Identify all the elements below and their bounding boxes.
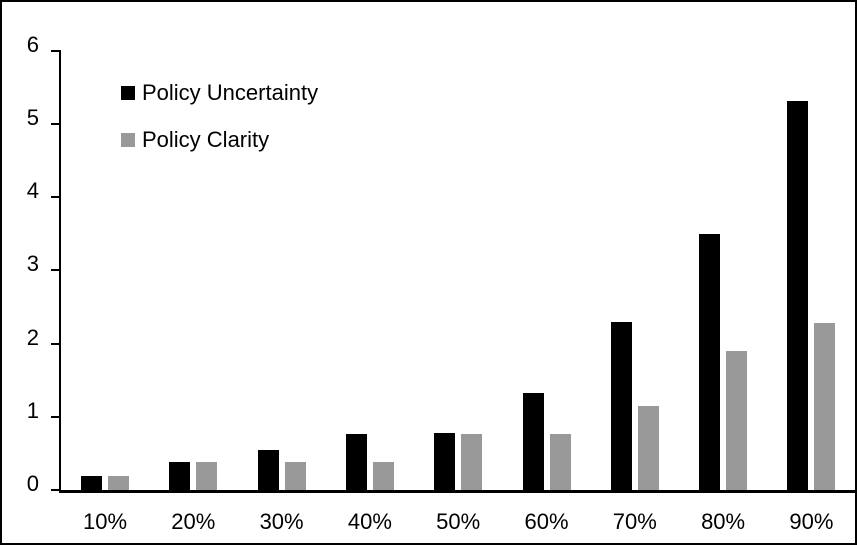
bar-policy-clarity-60% — [549, 434, 571, 490]
x-tick-label-80%: 80% — [701, 509, 746, 534]
bar-policy-uncertainty-80% — [699, 233, 721, 490]
y-tick-label-1: 1 — [26, 397, 39, 423]
bar-policy-uncertainty-50% — [434, 432, 456, 490]
bar-policy-uncertainty-30% — [257, 449, 279, 490]
y-tick-mark-2 — [51, 342, 60, 345]
x-tick-label-90%: 90% — [789, 509, 834, 534]
y-tick-label-3: 3 — [26, 251, 39, 277]
legend-label-policy-clarity: Policy Clarity — [142, 127, 270, 152]
y-tick-label-6: 6 — [26, 31, 39, 57]
bar-policy-clarity-30% — [284, 462, 306, 490]
bar-policy-uncertainty-40% — [345, 434, 367, 490]
bar-policy-uncertainty-20% — [169, 462, 191, 490]
x-tick-label-40%: 40% — [347, 509, 392, 534]
x-tick-label-20%: 20% — [171, 509, 216, 534]
bar-policy-clarity-20% — [196, 462, 218, 490]
legend-swatch-policy-uncertainty — [121, 86, 135, 100]
bar-policy-uncertainty-70% — [610, 321, 632, 490]
x-axis-line — [59, 490, 855, 493]
y-tick-mark-4 — [51, 196, 60, 199]
x-tick-label-50%: 50% — [436, 509, 481, 534]
legend-item-policy-uncertainty: Policy Uncertainty — [121, 80, 319, 105]
y-tick-mark-1 — [51, 415, 60, 418]
bar-policy-clarity-70% — [637, 405, 659, 490]
x-tick-label-60%: 60% — [524, 509, 569, 534]
bar-policy-uncertainty-90% — [787, 100, 809, 490]
legend-label-policy-uncertainty: Policy Uncertainty — [142, 80, 319, 105]
legend-item-policy-clarity: Policy Clarity — [121, 127, 318, 152]
y-tick-label-0: 0 — [26, 471, 39, 496]
y-tick-mark-6 — [51, 49, 60, 52]
y-tick-label-5: 5 — [26, 105, 39, 130]
y-tick-label-2: 2 — [26, 324, 39, 350]
y-tick-mark-3 — [51, 269, 60, 272]
bar-policy-clarity-90% — [814, 323, 836, 490]
y-tick-label-4: 4 — [26, 178, 39, 204]
legend-swatch-policy-clarity — [121, 133, 135, 147]
bar-policy-uncertainty-10% — [81, 476, 102, 490]
bar-policy-clarity-10% — [108, 476, 129, 490]
bar-policy-clarity-50% — [461, 434, 483, 490]
bar-policy-clarity-40% — [372, 462, 394, 490]
y-tick-mark-5 — [51, 123, 60, 125]
bar-policy-clarity-80% — [726, 350, 748, 490]
y-axis-line — [59, 50, 61, 493]
legend: Policy Uncertainty Policy Clarity — [121, 80, 319, 175]
x-tick-label-30%: 30% — [259, 509, 304, 534]
bar-policy-uncertainty-60% — [522, 392, 544, 490]
y-tick-mark-0 — [51, 489, 60, 491]
x-tick-label-70%: 70% — [612, 509, 657, 534]
x-tick-label-10%: 10% — [82, 509, 128, 534]
